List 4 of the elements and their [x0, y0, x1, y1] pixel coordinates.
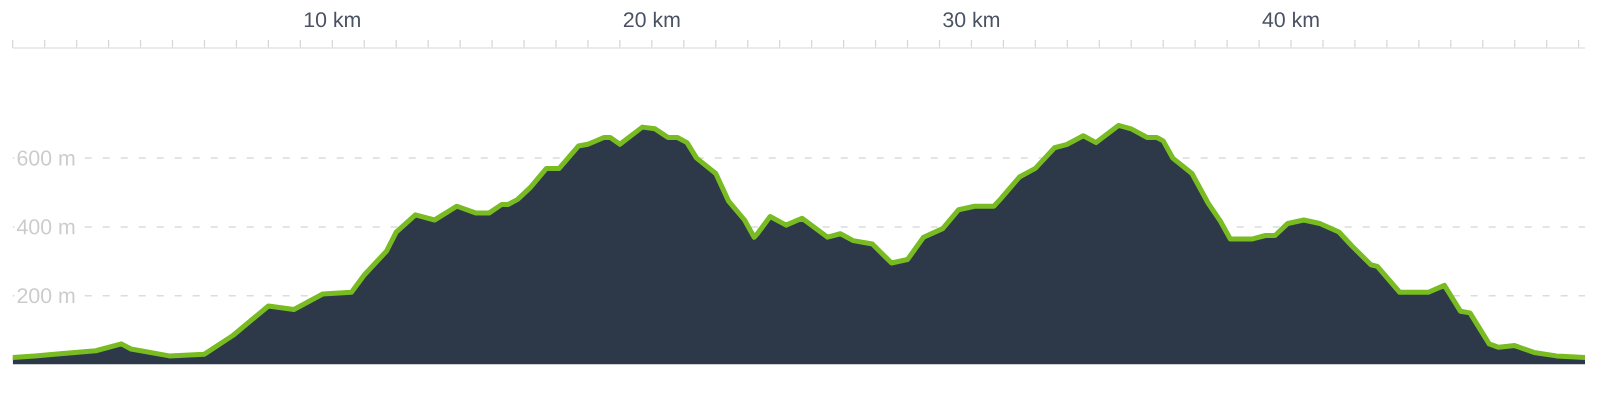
x-tick-label: 20 km: [623, 11, 680, 28]
x-tick-label: 30 km: [943, 11, 1000, 28]
x-tick-label: 10 km: [304, 11, 360, 28]
x-tick-label: 40 km: [1262, 11, 1319, 28]
